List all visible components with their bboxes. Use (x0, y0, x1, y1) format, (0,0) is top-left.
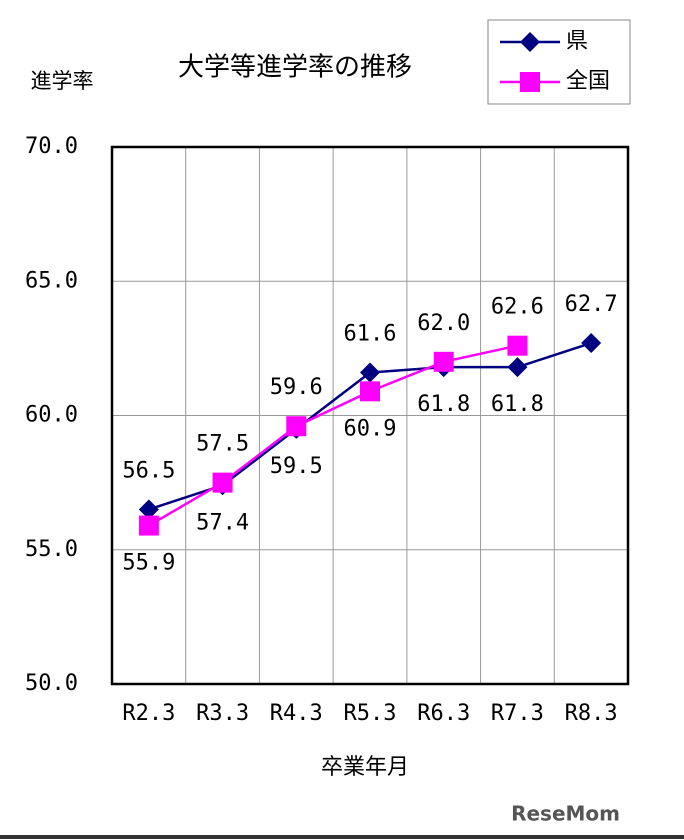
data-label: 60.9 (344, 416, 397, 441)
data-label: 62.0 (417, 311, 470, 336)
chart-title: 大学等進学率の推移 (178, 53, 412, 83)
legend-marker (520, 32, 540, 52)
x-tick-label: R6.3 (417, 701, 470, 726)
series-line (148, 344, 518, 527)
x-tick-label: R7.3 (491, 701, 544, 726)
data-label: 62.6 (491, 295, 544, 320)
point (507, 335, 528, 356)
x-tick-label: R2.3 (122, 701, 175, 726)
legend-label: 全国 (566, 69, 610, 94)
point (138, 499, 159, 520)
data-label: 61.6 (344, 322, 397, 347)
data-label: 57.4 (196, 510, 249, 535)
y-tick-label: 65.0 (25, 268, 78, 293)
x-axis-label: 卒業年月 (321, 755, 409, 780)
point (138, 515, 159, 536)
point (581, 333, 602, 354)
point (507, 357, 528, 378)
y-tick-label: 50.0 (25, 671, 78, 696)
data-label: 59.6 (270, 375, 323, 400)
y-tick-label: 60.0 (25, 403, 78, 428)
x-tick-label: R8.3 (565, 701, 618, 726)
point (360, 362, 380, 383)
y-tick-label: 70.0 (25, 134, 78, 159)
point (212, 472, 233, 493)
data-label: 61.8 (491, 392, 544, 417)
x-tick-label: R3.3 (196, 701, 249, 726)
point (360, 381, 380, 402)
watermark: ReseMom (511, 802, 620, 826)
x-tick-label: R4.3 (270, 701, 323, 726)
point (433, 351, 454, 372)
point (286, 416, 307, 437)
data-label: 56.5 (122, 458, 175, 483)
legend-marker (520, 72, 540, 92)
data-label: 57.5 (196, 432, 249, 457)
legend-box (487, 19, 631, 105)
data-label: 59.5 (270, 454, 323, 479)
y-tick-label: 55.0 (25, 537, 78, 562)
legend-label: 県 (566, 29, 588, 54)
x-tick-label: R5.3 (344, 701, 397, 726)
y-axis-label: 進学率 (31, 69, 94, 93)
data-label: 62.7 (565, 292, 618, 317)
data-label: 55.9 (122, 551, 175, 576)
data-label: 61.8 (417, 392, 470, 417)
plot-frame (110, 145, 630, 686)
